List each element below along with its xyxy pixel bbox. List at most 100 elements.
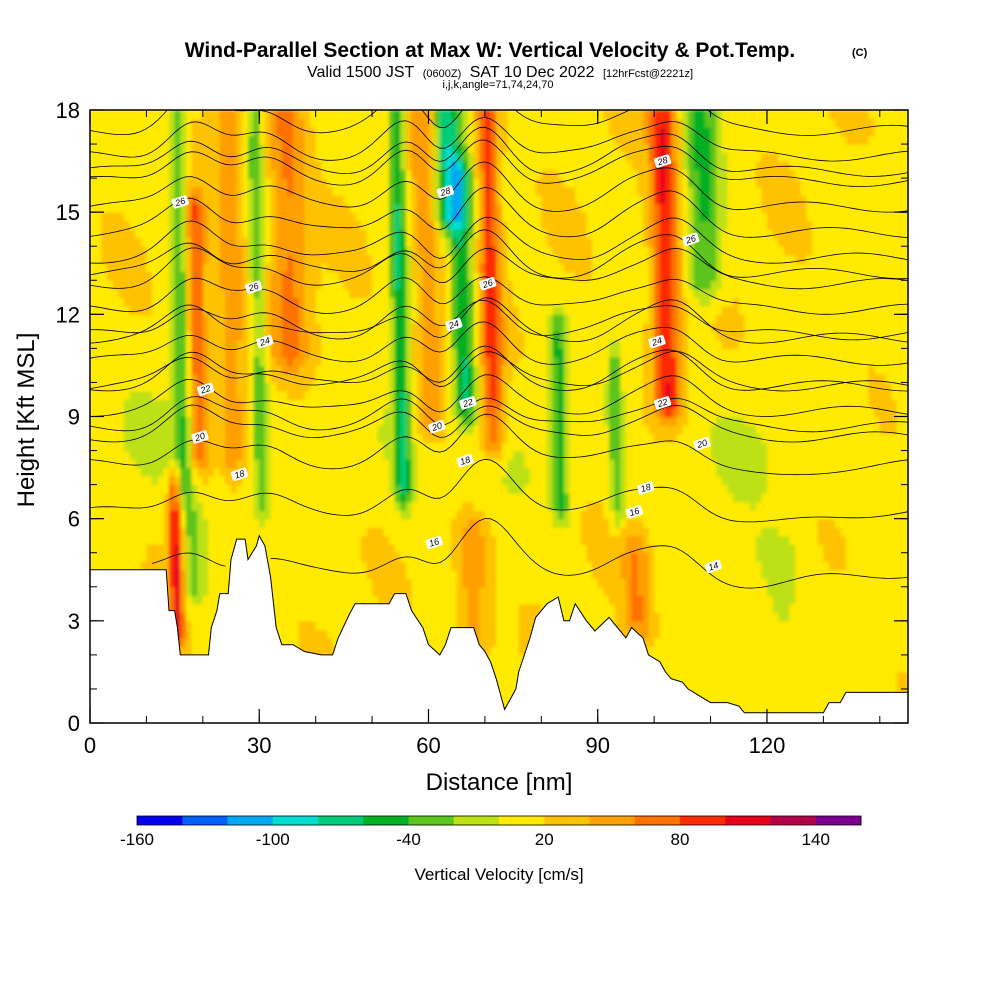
- velocity-cell: [654, 220, 661, 230]
- velocity-cell: [428, 203, 435, 213]
- velocity-cell: [253, 322, 266, 332]
- velocity-cell: [405, 152, 413, 162]
- velocity-cell: [191, 493, 198, 503]
- velocity-cell: [219, 263, 243, 273]
- velocity-cell: [185, 544, 193, 554]
- velocity-cell: [738, 297, 908, 307]
- velocity-cell: [659, 382, 667, 392]
- velocity-cell: [563, 390, 571, 401]
- velocity-cell: [569, 322, 644, 332]
- velocity-cell: [501, 433, 509, 443]
- velocity-cell: [609, 373, 621, 384]
- velocity-cell: [264, 356, 272, 367]
- velocity-cell: [253, 331, 266, 341]
- velocity-cell: [761, 561, 796, 571]
- velocity-cell: [473, 501, 548, 511]
- velocity-cell: [659, 212, 672, 222]
- velocity-cell: [473, 322, 480, 332]
- velocity-cell: [467, 127, 475, 137]
- velocity-cell: [146, 544, 170, 554]
- velocity-cell: [625, 535, 644, 545]
- contour-label-text: 16: [628, 506, 641, 519]
- velocity-cell: [434, 271, 447, 281]
- velocity-cell: [247, 246, 255, 256]
- velocity-cell: [219, 135, 238, 145]
- velocity-cell: [467, 331, 475, 341]
- velocity-cell: [467, 144, 475, 154]
- velocity-cell: [580, 527, 610, 537]
- velocity-cell: [264, 459, 272, 469]
- velocity-cell: [552, 476, 559, 486]
- velocity-cell: [710, 450, 768, 460]
- velocity-cell: [462, 416, 475, 426]
- velocity-cell: [682, 271, 689, 281]
- velocity-cell: [451, 407, 458, 418]
- theta-contour-line: [90, 413, 908, 476]
- velocity-cell: [388, 373, 396, 384]
- velocity-cell: [242, 331, 249, 341]
- contour-label: 22: [197, 382, 215, 396]
- velocity-cell: [191, 254, 204, 264]
- velocity-cell: [264, 220, 272, 230]
- velocity-cell: [592, 246, 650, 256]
- velocity-cell: [417, 442, 480, 452]
- velocity-cell: [671, 407, 678, 418]
- velocity-cell: [253, 229, 260, 239]
- velocity-cell: [405, 195, 413, 205]
- velocity-cell: [202, 339, 210, 349]
- velocity-cell: [507, 382, 548, 392]
- velocity-cell: [479, 373, 486, 384]
- velocity-cell: [208, 246, 221, 256]
- contour-label: 24: [256, 334, 274, 349]
- velocity-cell: [563, 501, 571, 511]
- velocity-cell: [191, 169, 221, 179]
- velocity-cell: [90, 178, 170, 188]
- velocity-cell: [682, 280, 689, 290]
- velocity-cell: [535, 178, 565, 188]
- velocity-cell: [586, 220, 644, 230]
- velocity-cell: [293, 161, 305, 171]
- velocity-cell: [462, 220, 469, 230]
- velocity-cell: [563, 654, 908, 665]
- velocity-cell: [546, 382, 554, 392]
- velocity-cell: [642, 331, 655, 341]
- velocity-cell: [501, 305, 520, 315]
- velocity-cell: [558, 373, 565, 384]
- velocity-cell: [445, 169, 452, 179]
- velocity-cell: [197, 425, 204, 435]
- velocity-cell: [208, 212, 221, 222]
- velocity-cell: [563, 339, 571, 349]
- velocity-cell: [625, 433, 655, 443]
- velocity-cell: [682, 144, 689, 154]
- velocity-cell: [236, 237, 249, 247]
- velocity-cell: [671, 127, 678, 137]
- colorbar-segment: [680, 816, 726, 825]
- velocity-cell: [473, 110, 480, 120]
- velocity-cell: [671, 348, 678, 358]
- velocity-cell: [168, 288, 176, 298]
- velocity-cell: [236, 356, 249, 367]
- velocity-cell: [202, 365, 210, 375]
- velocity-cell: [191, 544, 198, 554]
- velocity-cell: [388, 237, 396, 247]
- velocity-cell: [806, 212, 908, 222]
- velocity-cell: [462, 186, 469, 196]
- velocity-cell: [197, 578, 210, 588]
- velocity-cell: [180, 186, 187, 196]
- velocity-cell: [750, 501, 757, 511]
- velocity-cell: [174, 339, 187, 349]
- velocity-cell: [868, 373, 887, 384]
- colorbar: -160 -100 -40 20 80 140: [120, 815, 862, 849]
- velocity-cell: [490, 382, 497, 392]
- velocity-cell: [552, 322, 565, 332]
- velocity-cell: [648, 237, 655, 247]
- colorbar-segment: [544, 816, 590, 825]
- velocity-cell: [501, 280, 514, 290]
- velocity-cell: [405, 467, 413, 477]
- velocity-cell: [659, 416, 678, 426]
- contour-label-bg: [456, 454, 474, 468]
- velocity-cell: [479, 365, 486, 375]
- velocity-cell: [620, 339, 644, 349]
- velocity-cell: [727, 484, 768, 494]
- velocity-cell: [197, 459, 210, 469]
